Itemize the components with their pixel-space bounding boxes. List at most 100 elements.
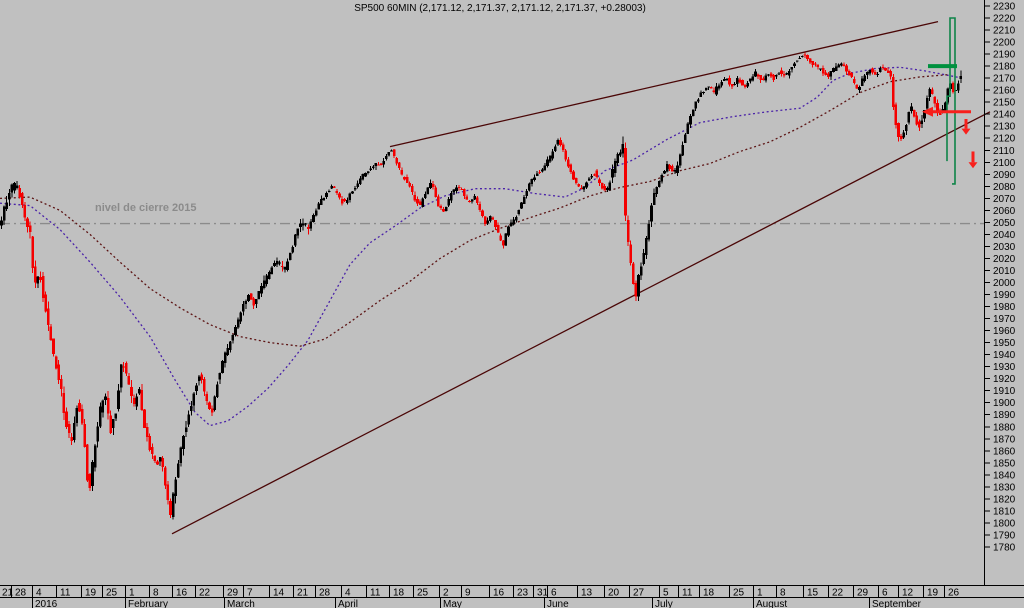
price-tick-label: 2120 xyxy=(993,134,1016,145)
day-tick-label: 22 xyxy=(832,588,844,599)
price-tick-label: 1990 xyxy=(993,290,1016,301)
day-tick-label: 13 xyxy=(581,588,593,599)
day-tick-label: 2 xyxy=(443,588,449,599)
day-tick-label: 12 xyxy=(902,588,914,599)
upper-channel-trendline[interactable] xyxy=(389,20,939,148)
month-tick-label: February xyxy=(128,599,168,608)
price-tick-label: 2220 xyxy=(993,14,1016,25)
day-tick-label: 25 xyxy=(733,588,745,599)
day-tick-label: 21 xyxy=(297,588,309,599)
price-axis: 2230222022102200219021802170216021502140… xyxy=(984,0,1016,585)
price-tick-label: 2150 xyxy=(993,98,1016,109)
day-tick-label: 20 xyxy=(608,588,620,599)
day-tick-label: 8 xyxy=(780,588,786,599)
lower-channel-trendline[interactable] xyxy=(171,111,991,535)
ma-fast-dotted-purple xyxy=(0,66,963,427)
price-tick-label: 2100 xyxy=(993,158,1016,169)
price-tick-label: 2000 xyxy=(993,278,1016,289)
day-tick-label: 25 xyxy=(106,588,118,599)
day-tick-label: 29 xyxy=(227,588,239,599)
day-tick-label: 1 xyxy=(129,588,135,599)
price-tick-label: 2020 xyxy=(993,254,1016,265)
trend-channel[interactable] xyxy=(171,20,991,535)
day-tick-label: 25 xyxy=(417,588,429,599)
price-tick-label: 2210 xyxy=(993,26,1016,37)
close-2015-level-label: nivel de cierre 2015 xyxy=(95,202,197,214)
price-tick-label: 2110 xyxy=(993,146,1015,157)
price-tick-label: 2010 xyxy=(993,266,1016,277)
month-tick-label: June xyxy=(547,599,569,608)
left-arrow-icon xyxy=(922,106,933,117)
day-tick-label: 18 xyxy=(703,588,715,599)
price-tick-label: 1960 xyxy=(993,326,1016,337)
price-tick-label: 1790 xyxy=(993,530,1016,541)
day-tick-label: 5 xyxy=(663,588,669,599)
day-tick-label: 1 xyxy=(757,588,763,599)
price-tick-label: 2050 xyxy=(993,218,1016,229)
price-tick-label: 1900 xyxy=(993,398,1016,409)
price-tick-label: 2040 xyxy=(993,230,1016,241)
day-tick-label: 6 xyxy=(882,588,888,599)
price-tick-label: 2080 xyxy=(993,182,1016,193)
day-tick-label: 27 xyxy=(633,588,645,599)
down-arrow-icon[interactable] xyxy=(968,151,978,169)
price-tick-label: 2160 xyxy=(993,86,1016,97)
day-tick-label: 8 xyxy=(153,588,159,599)
price-tick-label: 1860 xyxy=(993,446,1016,457)
day-tick-label: 23 xyxy=(517,588,529,599)
day-tick-label: 4 xyxy=(345,588,351,599)
price-tick-label: 1920 xyxy=(993,374,1016,385)
price-tick-label: 2030 xyxy=(993,242,1016,253)
price-tick-label: 1940 xyxy=(993,350,1016,361)
price-tick-label: 2230 xyxy=(993,2,1016,13)
price-tick-label: 2180 xyxy=(993,62,1016,73)
month-tick-label: May xyxy=(443,599,462,608)
green-spike-line[interactable] xyxy=(946,17,956,185)
price-tick-label: 1840 xyxy=(993,470,1016,481)
day-tick-label: 7 xyxy=(247,588,253,599)
date-axis: 21 28 4 11 19 25 1 8 16 22 29 7 14 21 28 4 11 18 25 2 9 16 23 3… xyxy=(0,585,1024,608)
price-tick-label: 2140 xyxy=(993,110,1016,121)
price-tick-label: 1810 xyxy=(993,506,1016,517)
down-arrow-icon[interactable] xyxy=(961,119,971,135)
price-tick-label: 1980 xyxy=(993,302,1016,313)
price-tick-label: 1830 xyxy=(993,482,1016,493)
price-tick-label: 1880 xyxy=(993,422,1016,433)
month-tick-label: July xyxy=(655,599,673,608)
day-tick-label: 16 xyxy=(493,588,505,599)
price-tick-label: 1910 xyxy=(993,386,1016,397)
day-tick-label: 6 xyxy=(551,588,557,599)
month-tick-label: August xyxy=(756,599,787,608)
day-tick-label: 21 xyxy=(2,588,14,599)
support-line[interactable] xyxy=(922,106,971,117)
day-tick-label: 31 xyxy=(537,588,549,599)
price-tick-label: 2190 xyxy=(993,50,1016,61)
day-tick-label: 22 xyxy=(199,588,211,599)
price-tick-label: 1970 xyxy=(993,314,1016,325)
day-tick-label: 11 xyxy=(60,588,71,599)
day-tick-label: 28 xyxy=(319,588,331,599)
day-tick-label: 11 xyxy=(370,588,381,599)
price-tick-label: 2060 xyxy=(993,206,1016,217)
month-tick-label: September xyxy=(872,599,922,608)
price-tick-label: 1780 xyxy=(993,542,1016,553)
price-tick-label: 1950 xyxy=(993,338,1016,349)
price-tick-label: 2070 xyxy=(993,194,1016,205)
day-tick-label: 4 xyxy=(36,588,42,599)
day-tick-label: 26 xyxy=(948,588,960,599)
day-tick-label: 15 xyxy=(807,588,819,599)
price-tick-label: 2130 xyxy=(993,122,1016,133)
day-tick-label: 16 xyxy=(176,588,188,599)
month-tick-label: April xyxy=(338,599,358,608)
price-tick-label: 1930 xyxy=(993,362,1016,373)
day-tick-label: 28 xyxy=(15,588,27,599)
day-tick-label: 14 xyxy=(273,588,285,599)
price-tick-label: 1800 xyxy=(993,518,1016,529)
day-tick-label: 18 xyxy=(393,588,405,599)
price-tick-label: 2170 xyxy=(993,74,1016,85)
price-tick-label: 2090 xyxy=(993,170,1016,181)
day-tick-label: 19 xyxy=(85,588,97,599)
day-tick-label: 19 xyxy=(927,588,939,599)
